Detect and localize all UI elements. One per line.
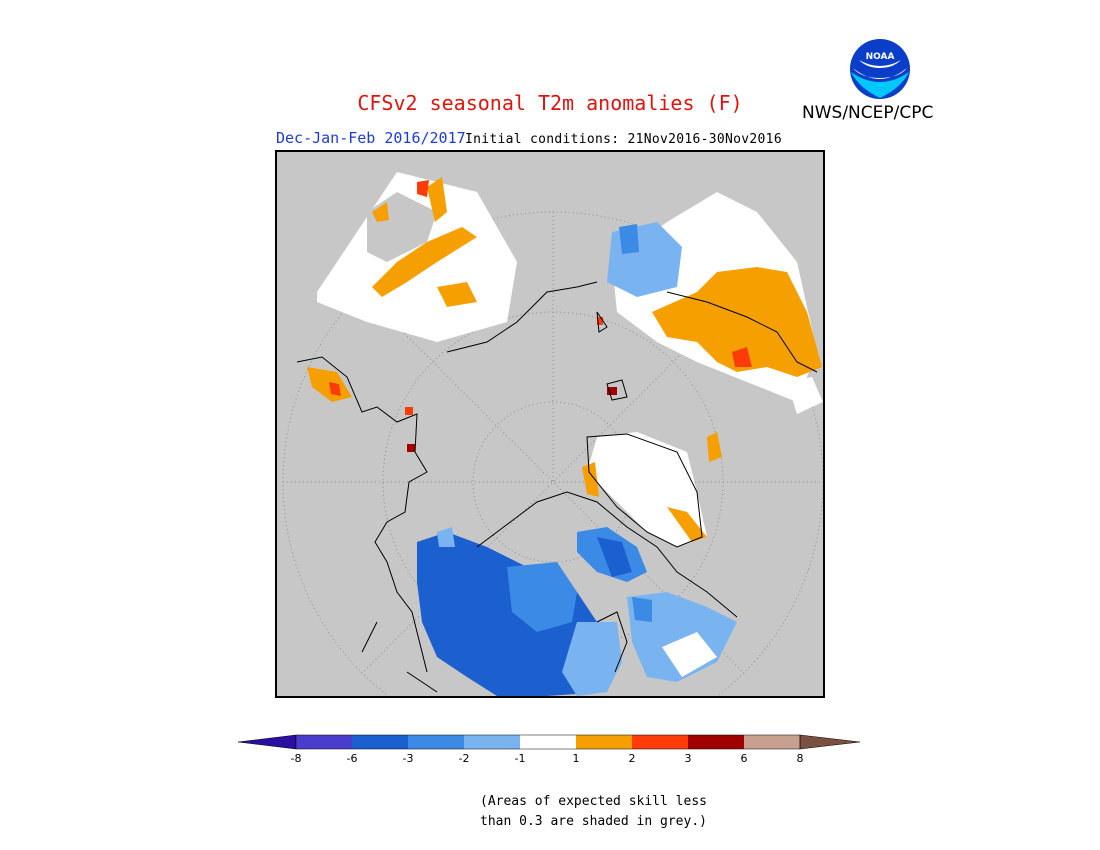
colorbar-ticks: -8 -6 -3 -2 -1 1 2 3 6 8 — [0, 752, 1100, 768]
colorbar-swatch — [632, 735, 688, 749]
noaa-logo-icon: NOAA — [850, 39, 910, 99]
skill-note: (Areas of expected skill less than 0.3 a… — [480, 792, 707, 832]
colorbar-swatch — [688, 735, 744, 749]
siberia-orange-region — [652, 267, 822, 377]
colorbar-tick: -1 — [514, 752, 526, 765]
colorbar-swatch — [296, 735, 352, 749]
agency-label: NWS/NCEP/CPC — [802, 103, 934, 123]
map-title: CFSv2 seasonal T2m anomalies (F) — [357, 91, 743, 115]
skill-note-line-1: (Areas of expected skill less — [480, 794, 707, 809]
colorbar — [238, 734, 861, 750]
logo-text: NOAA — [866, 52, 895, 62]
polar-map — [275, 150, 825, 698]
colorbar-swatch — [744, 735, 800, 749]
colorbar-tick: 3 — [684, 752, 692, 765]
colorbar-tick: 8 — [796, 752, 804, 765]
europe-orange-band — [372, 227, 477, 297]
skill-note-line-2: than 0.3 are shaded in grey.) — [480, 814, 707, 829]
colorbar-tick: -3 — [402, 752, 414, 765]
colorbar-tick: -6 — [346, 752, 358, 765]
initial-conditions-label: Initial conditions: 21Nov2016-30Nov2016 — [465, 132, 782, 147]
colorbar-low-arrow — [238, 734, 297, 750]
colorbar-tick: -8 — [290, 752, 302, 765]
colorbar-swatch — [464, 735, 520, 749]
colorbar-tick: 1 — [572, 752, 580, 765]
polar-map-canvas — [282, 172, 823, 696]
colorbar-tick: 6 — [740, 752, 748, 765]
colorbar-swatch — [408, 735, 464, 749]
colorbar-tick: 2 — [628, 752, 636, 765]
coastlines — [296, 281, 818, 693]
colorbar-swatch — [520, 735, 576, 749]
colorbar-tick: -2 — [458, 752, 470, 765]
colorbar-swatch — [352, 735, 408, 749]
colorbar-swatch — [576, 735, 632, 749]
colorbar-high-arrow — [799, 734, 861, 750]
season-label: Dec-Jan-Feb 2016/2017 — [276, 129, 466, 147]
